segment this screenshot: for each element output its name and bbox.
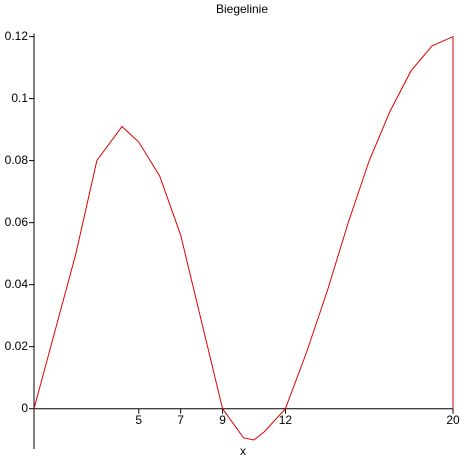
- y-tick-label: 0.02: [5, 339, 29, 353]
- y-tick-label: 0: [21, 401, 28, 415]
- y-tick-label: 0.08: [5, 153, 29, 167]
- x-axis-label: x: [240, 444, 246, 458]
- x-tick-label: 12: [279, 413, 293, 427]
- x-tick-label: 5: [135, 413, 142, 427]
- y-tick-label: 0.12: [5, 29, 29, 43]
- y-tick-label: 0.06: [5, 215, 29, 229]
- y-tick-label: 0.04: [5, 277, 29, 291]
- x-tick-label: 7: [177, 413, 184, 427]
- x-tick-label: 20: [446, 413, 460, 427]
- x-tick-label: 9: [219, 413, 226, 427]
- curve: [33, 35, 454, 441]
- y-tick-label: 0.1: [11, 91, 28, 105]
- chart-title: Biegelinie: [216, 2, 268, 16]
